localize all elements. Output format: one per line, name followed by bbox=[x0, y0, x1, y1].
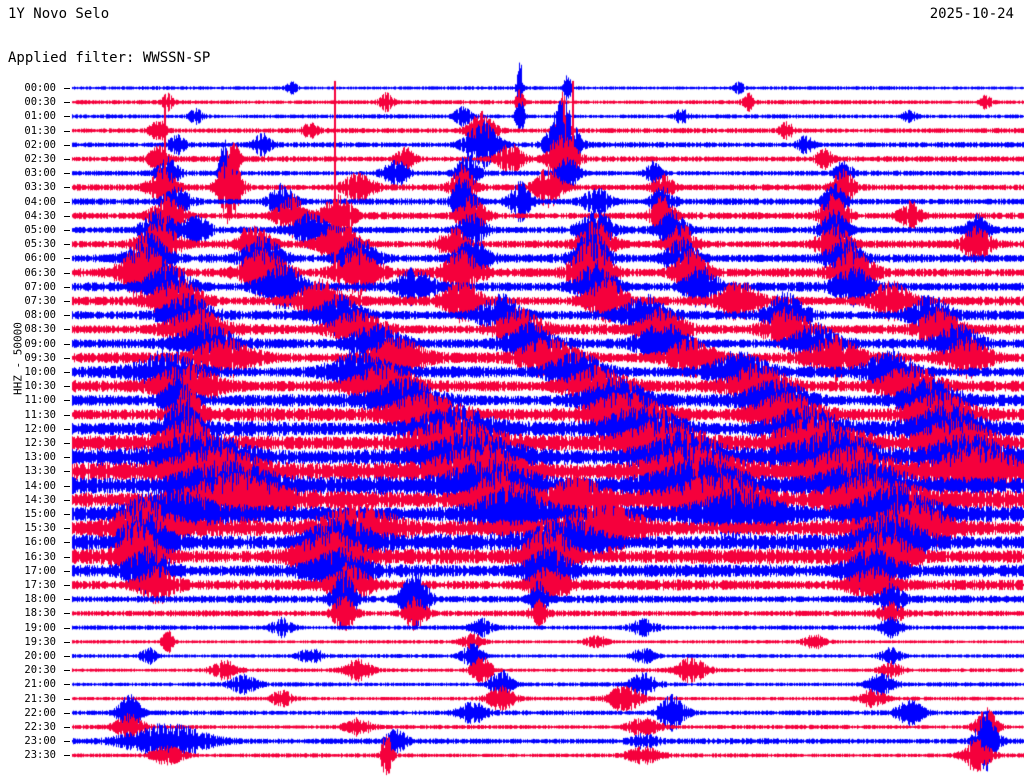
y-axis-label: HHZ - 50000 bbox=[11, 322, 25, 395]
plot-date: 2025-10-24 bbox=[929, 6, 1014, 22]
applied-filter-label: Applied filter: WWSSN-SP bbox=[8, 50, 211, 66]
page-title: 1Y Novo Selo bbox=[8, 6, 110, 22]
